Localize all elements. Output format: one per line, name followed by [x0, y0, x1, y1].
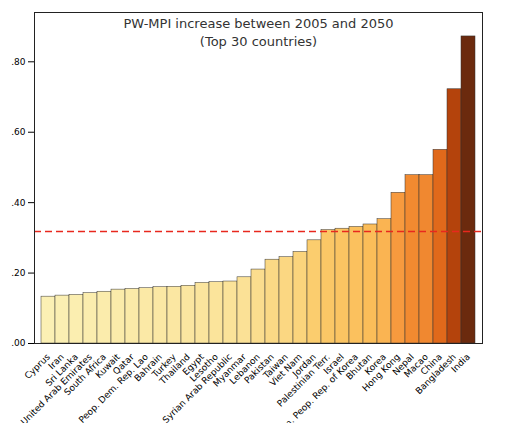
- svg-text:.00: .00: [11, 338, 26, 348]
- svg-text:Egypt: Egypt: [180, 351, 206, 378]
- svg-text:Israel: Israel: [321, 351, 346, 377]
- svg-text:Lesotho: Lesotho: [187, 351, 220, 384]
- svg-text:.20: .20: [11, 268, 26, 278]
- svg-text:Myanmar: Myanmar: [211, 351, 248, 389]
- svg-text:Lebanon: Lebanon: [227, 351, 262, 386]
- svg-text:Bangladesh: Bangladesh: [414, 352, 458, 396]
- svg-text:.40: .40: [11, 198, 26, 208]
- svg-text:Sri Lanka: Sri Lanka: [43, 351, 80, 389]
- svg-text:Qatar: Qatar: [111, 351, 136, 377]
- svg-text:Nepal: Nepal: [390, 351, 416, 378]
- svg-text:Dem. Peop. Rep. of Korea: Dem. Peop. Rep. of Korea: [272, 352, 360, 423]
- svg-text:Kuwait: Kuwait: [93, 351, 122, 380]
- svg-text:.80: .80: [11, 57, 26, 67]
- svg-text:China: China: [418, 351, 444, 377]
- svg-text:India: India: [449, 352, 472, 375]
- svg-text:Viet Nam: Viet Nam: [267, 351, 304, 389]
- svg-text:.60: .60: [11, 127, 26, 137]
- svg-text:Turkey: Turkey: [150, 351, 178, 380]
- svg-text:Korea: Korea: [362, 351, 388, 377]
- svg-text:Jordan: Jordan: [290, 351, 318, 379]
- svg-text:Thailand: Thailand: [157, 351, 192, 387]
- svg-text:Iran: Iran: [46, 351, 66, 372]
- svg-text:Bhutan: Bhutan: [344, 351, 374, 382]
- svg-text:Hong Kong: Hong Kong: [360, 351, 402, 394]
- svg-text:Palestinian Terr.: Palestinian Terr.: [275, 351, 332, 409]
- svg-text:Syrian Arab Republic: Syrian Arab Republic: [161, 352, 234, 423]
- svg-text:Pakistan: Pakistan: [242, 351, 276, 386]
- svg-text:Peop. Dem. Rep. Lao: Peop. Dem. Rep. Lao: [77, 351, 150, 423]
- svg-text:South Africa: South Africa: [62, 351, 108, 398]
- svg-text:Bahrain: Bahrain: [132, 351, 164, 384]
- svg-text:(Top 30 countries): (Top 30 countries): [200, 34, 317, 49]
- svg-text:Cyprus: Cyprus: [22, 351, 52, 381]
- svg-text:Macao: Macao: [402, 351, 430, 380]
- svg-text:Taiwan: Taiwan: [261, 351, 290, 381]
- svg-text:PW-MPI increase between 2005 a: PW-MPI increase between 2005 and 2050: [123, 16, 393, 31]
